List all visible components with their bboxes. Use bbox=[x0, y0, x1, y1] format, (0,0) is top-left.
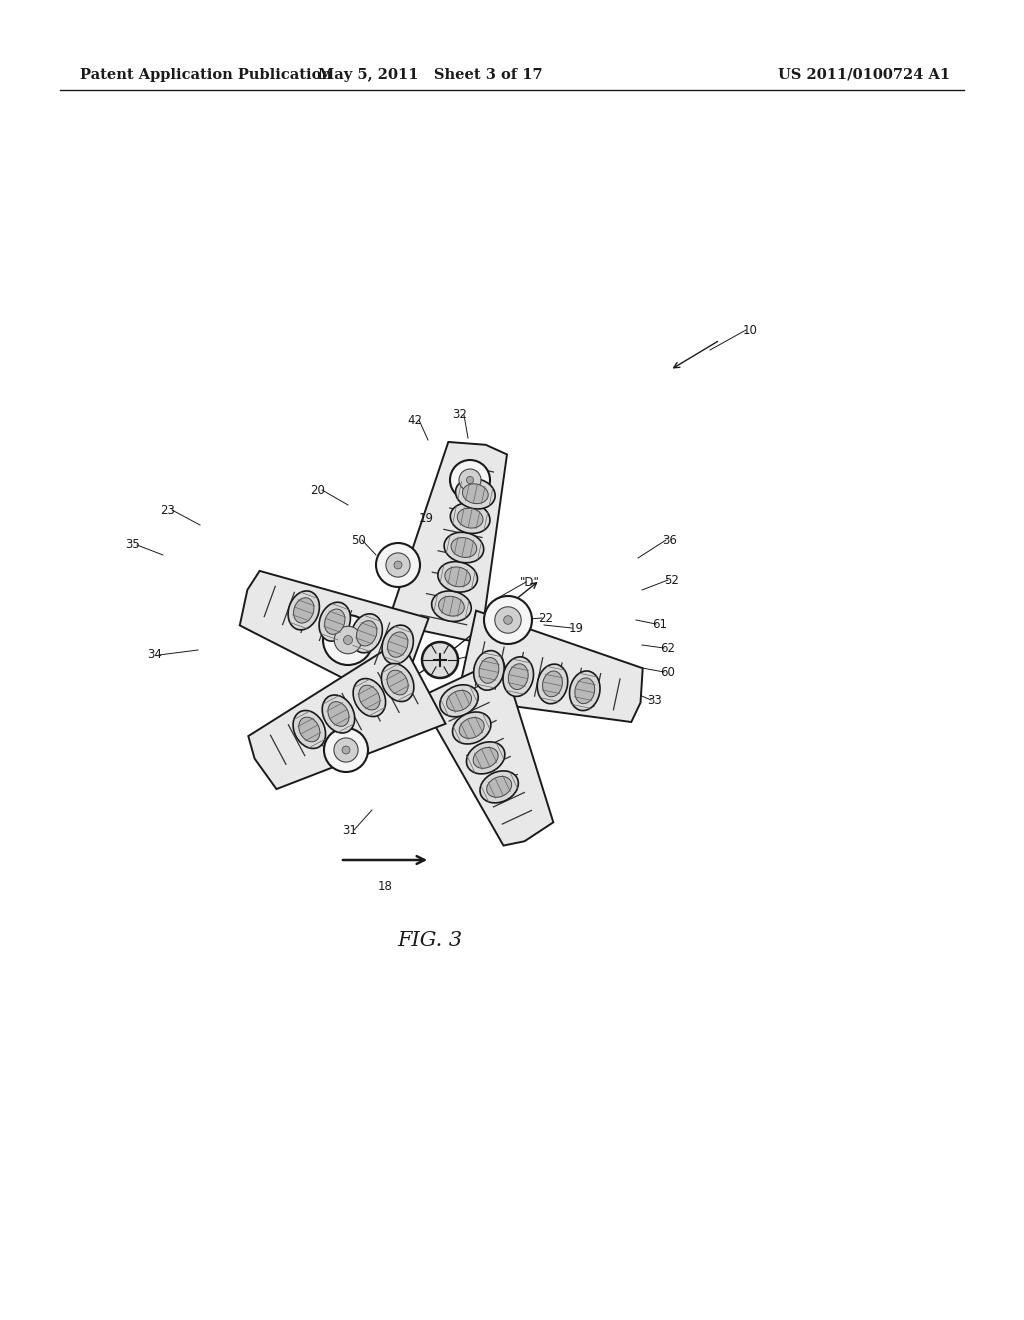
Ellipse shape bbox=[574, 678, 595, 704]
Ellipse shape bbox=[456, 478, 496, 510]
Circle shape bbox=[495, 607, 521, 634]
Ellipse shape bbox=[288, 591, 319, 630]
Text: 33: 33 bbox=[647, 693, 663, 706]
Ellipse shape bbox=[569, 671, 600, 710]
Circle shape bbox=[376, 543, 420, 587]
Circle shape bbox=[343, 635, 352, 644]
Ellipse shape bbox=[387, 632, 408, 657]
Text: 61: 61 bbox=[652, 618, 668, 631]
Text: "D": "D" bbox=[520, 576, 540, 589]
Ellipse shape bbox=[438, 561, 477, 593]
Ellipse shape bbox=[299, 717, 319, 742]
Ellipse shape bbox=[351, 614, 382, 653]
Polygon shape bbox=[248, 640, 445, 789]
Ellipse shape bbox=[440, 685, 478, 717]
Text: 54: 54 bbox=[408, 704, 423, 717]
Text: 22: 22 bbox=[539, 611, 554, 624]
Text: 52: 52 bbox=[665, 573, 680, 586]
Circle shape bbox=[450, 459, 490, 500]
Circle shape bbox=[459, 469, 481, 491]
Ellipse shape bbox=[387, 671, 409, 694]
Circle shape bbox=[504, 615, 512, 624]
Circle shape bbox=[324, 729, 368, 772]
Polygon shape bbox=[419, 659, 553, 846]
Polygon shape bbox=[240, 570, 429, 706]
Circle shape bbox=[342, 746, 350, 754]
Text: 18: 18 bbox=[378, 880, 392, 894]
Circle shape bbox=[386, 553, 410, 577]
Text: 35: 35 bbox=[126, 539, 140, 552]
Ellipse shape bbox=[328, 702, 349, 726]
Text: 11: 11 bbox=[501, 642, 515, 655]
Ellipse shape bbox=[463, 484, 488, 504]
Ellipse shape bbox=[444, 532, 483, 562]
Circle shape bbox=[484, 597, 532, 644]
Circle shape bbox=[334, 626, 361, 653]
Text: 34: 34 bbox=[147, 648, 163, 661]
Ellipse shape bbox=[458, 508, 483, 528]
Text: 36: 36 bbox=[663, 533, 678, 546]
Ellipse shape bbox=[432, 591, 471, 622]
Text: 31: 31 bbox=[343, 824, 357, 837]
Ellipse shape bbox=[353, 678, 386, 717]
Ellipse shape bbox=[451, 503, 489, 533]
Text: 22: 22 bbox=[270, 631, 286, 644]
Text: 42: 42 bbox=[408, 413, 423, 426]
Ellipse shape bbox=[543, 671, 562, 697]
Ellipse shape bbox=[446, 690, 471, 711]
Text: Patent Application Publication: Patent Application Publication bbox=[80, 69, 332, 82]
Ellipse shape bbox=[293, 710, 326, 748]
Circle shape bbox=[323, 615, 373, 665]
Text: 20: 20 bbox=[310, 483, 326, 496]
Text: 19: 19 bbox=[419, 511, 433, 524]
Text: 50: 50 bbox=[350, 533, 366, 546]
Ellipse shape bbox=[480, 771, 518, 803]
Ellipse shape bbox=[325, 609, 345, 635]
Ellipse shape bbox=[453, 711, 490, 744]
Text: 10: 10 bbox=[742, 323, 758, 337]
Ellipse shape bbox=[381, 664, 414, 701]
Ellipse shape bbox=[459, 718, 484, 738]
Ellipse shape bbox=[294, 598, 314, 623]
Polygon shape bbox=[458, 611, 643, 722]
Ellipse shape bbox=[486, 776, 512, 797]
Circle shape bbox=[466, 477, 473, 483]
Ellipse shape bbox=[451, 537, 477, 557]
Text: FIG. 3: FIG. 3 bbox=[397, 931, 463, 949]
Text: 23: 23 bbox=[161, 503, 175, 516]
Ellipse shape bbox=[356, 620, 377, 645]
Text: 50: 50 bbox=[338, 653, 352, 667]
Ellipse shape bbox=[382, 626, 414, 664]
Circle shape bbox=[422, 642, 458, 678]
Ellipse shape bbox=[503, 657, 534, 697]
Text: 60: 60 bbox=[660, 665, 676, 678]
Text: 32: 32 bbox=[453, 408, 467, 421]
Text: "D": "D" bbox=[334, 693, 354, 706]
Ellipse shape bbox=[538, 664, 567, 704]
Text: May 5, 2011   Sheet 3 of 17: May 5, 2011 Sheet 3 of 17 bbox=[317, 69, 543, 82]
Polygon shape bbox=[388, 442, 507, 643]
Ellipse shape bbox=[479, 657, 499, 684]
Ellipse shape bbox=[474, 651, 504, 690]
Ellipse shape bbox=[508, 664, 528, 689]
Circle shape bbox=[394, 561, 402, 569]
Ellipse shape bbox=[473, 747, 498, 768]
Text: 19: 19 bbox=[568, 622, 584, 635]
Text: US 2011/0100724 A1: US 2011/0100724 A1 bbox=[778, 69, 950, 82]
Ellipse shape bbox=[319, 602, 350, 642]
Ellipse shape bbox=[358, 685, 380, 710]
Ellipse shape bbox=[467, 742, 505, 774]
Text: 62: 62 bbox=[660, 642, 676, 655]
Ellipse shape bbox=[323, 694, 354, 733]
Ellipse shape bbox=[438, 597, 464, 616]
Circle shape bbox=[334, 738, 358, 762]
Ellipse shape bbox=[444, 568, 471, 587]
